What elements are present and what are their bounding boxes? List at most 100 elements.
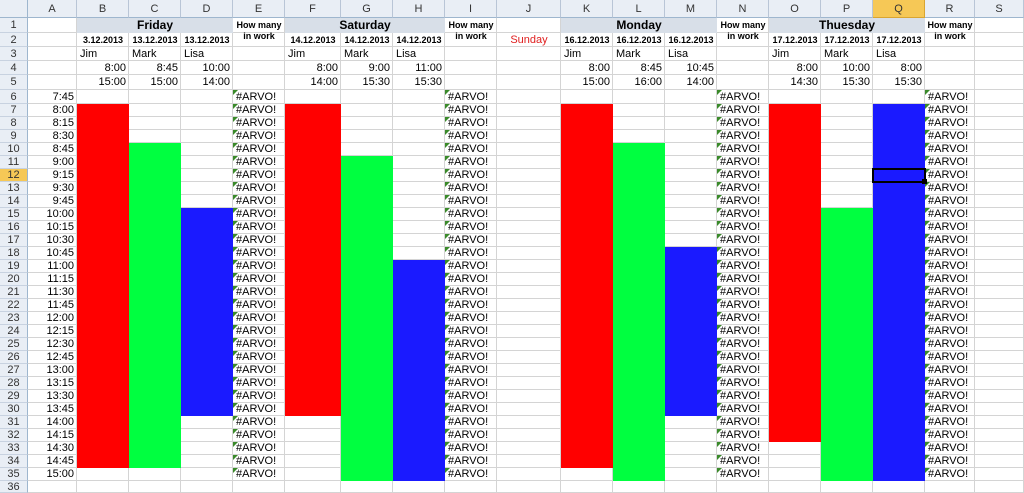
date-cell[interactable]: 14.12.2013 <box>290 35 336 45</box>
date-cell[interactable]: 17.12.2013 <box>876 35 922 45</box>
end-time-cell[interactable]: 14:30 <box>790 76 818 88</box>
column-header-g[interactable]: G <box>341 0 393 18</box>
error-cell[interactable]: #ARVO! <box>236 351 277 363</box>
row-header-9[interactable]: 9 <box>0 130 28 143</box>
time-cell[interactable]: 10:00 <box>46 208 74 220</box>
error-cell[interactable]: #ARVO! <box>448 429 489 441</box>
error-cell[interactable]: #ARVO! <box>720 325 761 337</box>
error-cell[interactable]: #ARVO! <box>236 442 277 454</box>
start-time-cell[interactable]: 10:00 <box>842 62 870 74</box>
error-cell[interactable]: #ARVO! <box>236 143 277 155</box>
error-cell[interactable]: #ARVO! <box>236 416 277 428</box>
time-cell[interactable]: 8:00 <box>52 104 74 116</box>
end-time-cell[interactable]: 15:00 <box>150 76 178 88</box>
error-cell[interactable]: #ARVO! <box>928 351 969 363</box>
error-cell[interactable]: #ARVO! <box>448 364 489 376</box>
error-cell[interactable]: #ARVO! <box>928 260 969 272</box>
end-time-cell[interactable]: 14:00 <box>202 76 230 88</box>
row-header-18[interactable]: 18 <box>0 247 28 260</box>
time-cell[interactable]: 15:00 <box>46 468 74 480</box>
shift-bar[interactable] <box>873 104 925 481</box>
error-cell[interactable]: #ARVO! <box>720 247 761 259</box>
error-cell[interactable]: #ARVO! <box>448 299 489 311</box>
row-header-19[interactable]: 19 <box>0 260 28 273</box>
row-header-23[interactable]: 23 <box>0 312 28 325</box>
start-time-cell[interactable]: 11:00 <box>415 62 442 74</box>
error-cell[interactable]: #ARVO! <box>448 91 489 103</box>
error-cell[interactable]: #ARVO! <box>928 182 969 194</box>
error-cell[interactable]: #ARVO! <box>720 455 761 467</box>
time-cell[interactable]: 9:15 <box>52 169 74 181</box>
date-cell[interactable]: 17.12.2013 <box>824 35 870 45</box>
error-cell[interactable]: #ARVO! <box>720 299 761 311</box>
error-cell[interactable]: #ARVO! <box>448 208 489 220</box>
error-cell[interactable]: #ARVO! <box>448 312 489 324</box>
error-cell[interactable]: #ARVO! <box>236 273 277 285</box>
sunday-label[interactable]: Sunday <box>510 34 548 46</box>
error-cell[interactable]: #ARVO! <box>448 130 489 142</box>
column-header-a[interactable]: A <box>28 0 77 18</box>
row-header-29[interactable]: 29 <box>0 390 28 403</box>
date-cell[interactable]: 13.12.2013 <box>184 35 230 45</box>
row-header-27[interactable]: 27 <box>0 364 28 377</box>
error-cell[interactable]: #ARVO! <box>236 208 277 220</box>
error-cell[interactable]: #ARVO! <box>448 117 489 129</box>
person-name-cell[interactable]: Mark <box>132 48 157 60</box>
error-cell[interactable]: #ARVO! <box>928 117 969 129</box>
time-cell[interactable]: 10:15 <box>46 221 74 233</box>
date-cell[interactable]: 16.12.2013 <box>564 35 610 45</box>
error-cell[interactable]: #ARVO! <box>448 416 489 428</box>
error-cell[interactable]: #ARVO! <box>720 91 761 103</box>
error-cell[interactable]: #ARVO! <box>236 312 277 324</box>
row-header-11[interactable]: 11 <box>0 156 28 169</box>
error-cell[interactable]: #ARVO! <box>720 390 761 402</box>
row-header-24[interactable]: 24 <box>0 325 28 338</box>
error-cell[interactable]: #ARVO! <box>928 364 969 376</box>
shift-bar[interactable] <box>613 143 665 481</box>
error-cell[interactable]: #ARVO! <box>448 403 489 415</box>
time-cell[interactable]: 7:45 <box>52 91 74 103</box>
shift-bar[interactable] <box>665 247 717 416</box>
error-cell[interactable]: #ARVO! <box>720 338 761 350</box>
column-header-s[interactable]: S <box>975 0 1024 18</box>
shift-bar[interactable] <box>129 143 181 468</box>
time-cell[interactable]: 14:30 <box>46 442 74 454</box>
error-cell[interactable]: #ARVO! <box>448 455 489 467</box>
row-header-8[interactable]: 8 <box>0 117 28 130</box>
error-cell[interactable]: #ARVO! <box>448 182 489 194</box>
how-many-header[interactable]: How many in work <box>925 18 975 47</box>
error-cell[interactable]: #ARVO! <box>236 182 277 194</box>
column-header-e[interactable]: E <box>233 0 285 18</box>
start-time-cell[interactable]: 8:00 <box>796 62 818 74</box>
error-cell[interactable]: #ARVO! <box>448 247 489 259</box>
person-name-cell[interactable]: Mark <box>824 48 849 60</box>
start-time-cell[interactable]: 10:45 <box>686 62 714 74</box>
error-cell[interactable]: #ARVO! <box>448 351 489 363</box>
error-cell[interactable]: #ARVO! <box>236 234 277 246</box>
date-cell[interactable]: 13.12.2013 <box>132 35 178 45</box>
row-header-13[interactable]: 13 <box>0 182 28 195</box>
column-header-k[interactable]: K <box>561 0 613 18</box>
active-cell-selection[interactable] <box>872 168 926 183</box>
error-cell[interactable]: #ARVO! <box>720 156 761 168</box>
shift-bar[interactable] <box>181 208 233 416</box>
row-header-31[interactable]: 31 <box>0 416 28 429</box>
error-cell[interactable]: #ARVO! <box>236 286 277 298</box>
error-cell[interactable]: #ARVO! <box>236 169 277 181</box>
error-cell[interactable]: #ARVO! <box>720 351 761 363</box>
error-cell[interactable]: #ARVO! <box>720 221 761 233</box>
error-cell[interactable]: #ARVO! <box>720 442 761 454</box>
person-name-cell[interactable]: Lisa <box>184 48 205 60</box>
error-cell[interactable]: #ARVO! <box>236 403 277 415</box>
column-header-n[interactable]: N <box>717 0 769 18</box>
end-time-cell[interactable]: 15:00 <box>582 76 610 88</box>
error-cell[interactable]: #ARVO! <box>236 221 277 233</box>
column-header-q[interactable]: Q <box>873 0 925 18</box>
row-header-15[interactable]: 15 <box>0 208 28 221</box>
error-cell[interactable]: #ARVO! <box>236 377 277 389</box>
error-cell[interactable]: #ARVO! <box>236 195 277 207</box>
error-cell[interactable]: #ARVO! <box>236 247 277 259</box>
shift-bar[interactable] <box>341 156 393 481</box>
how-many-header[interactable]: How many in work <box>717 18 769 47</box>
time-cell[interactable]: 11:45 <box>47 299 74 311</box>
